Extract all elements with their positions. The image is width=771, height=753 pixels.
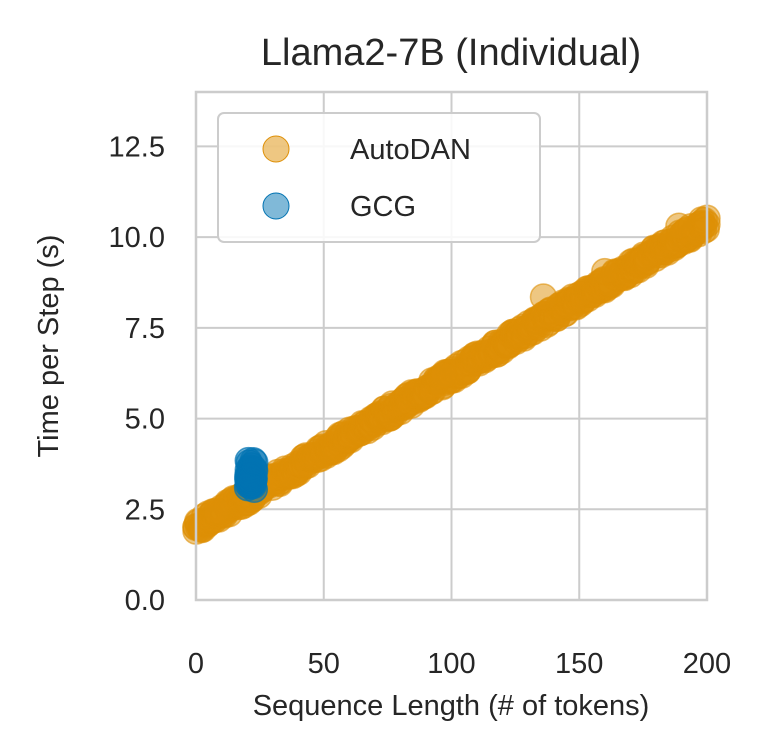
x-tick-label: 0: [188, 648, 204, 680]
gcg-point: [240, 448, 269, 476]
x-tick-labels: 0 50 100 150 200: [188, 648, 731, 680]
x-tick-label: 100: [427, 648, 475, 680]
y-tick-label: 0.0: [125, 585, 165, 617]
legend-label-gcg: GCG: [350, 191, 416, 223]
y-tick-label: 5.0: [125, 404, 165, 436]
legend-label-autodan: AutoDAN: [350, 134, 471, 166]
x-axis-label: Sequence Length (# of tokens): [253, 690, 650, 722]
y-tick-label: 12.5: [109, 131, 165, 163]
y-axis-label: Time per Step (s): [33, 235, 65, 458]
gcg-series: [233, 446, 269, 504]
x-tick-label: 150: [555, 648, 603, 680]
autodan-point: [529, 283, 558, 311]
y-tick-labels: 0.0 2.5 5.0 7.5 10.0 12.5: [109, 131, 165, 617]
plot-frame: [194, 90, 709, 602]
autodan-point: [665, 212, 693, 241]
legend-box: [217, 112, 541, 243]
y-tick-label: 10.0: [109, 222, 165, 254]
autodan-point: [202, 497, 231, 525]
y-tick-label: 2.5: [125, 494, 165, 526]
legend: AutoDAN GCG: [217, 112, 541, 243]
autodan-point: [591, 257, 619, 286]
y-tick-label: 7.5: [125, 313, 165, 345]
autodan-point: [430, 361, 458, 389]
x-tick-label: 200: [683, 648, 731, 680]
legend-marker-autodan: [262, 135, 290, 163]
x-tick-label: 50: [308, 648, 340, 680]
legend-marker-gcg: [262, 192, 290, 220]
chart-title: Llama2-7B (Individual): [261, 32, 641, 74]
